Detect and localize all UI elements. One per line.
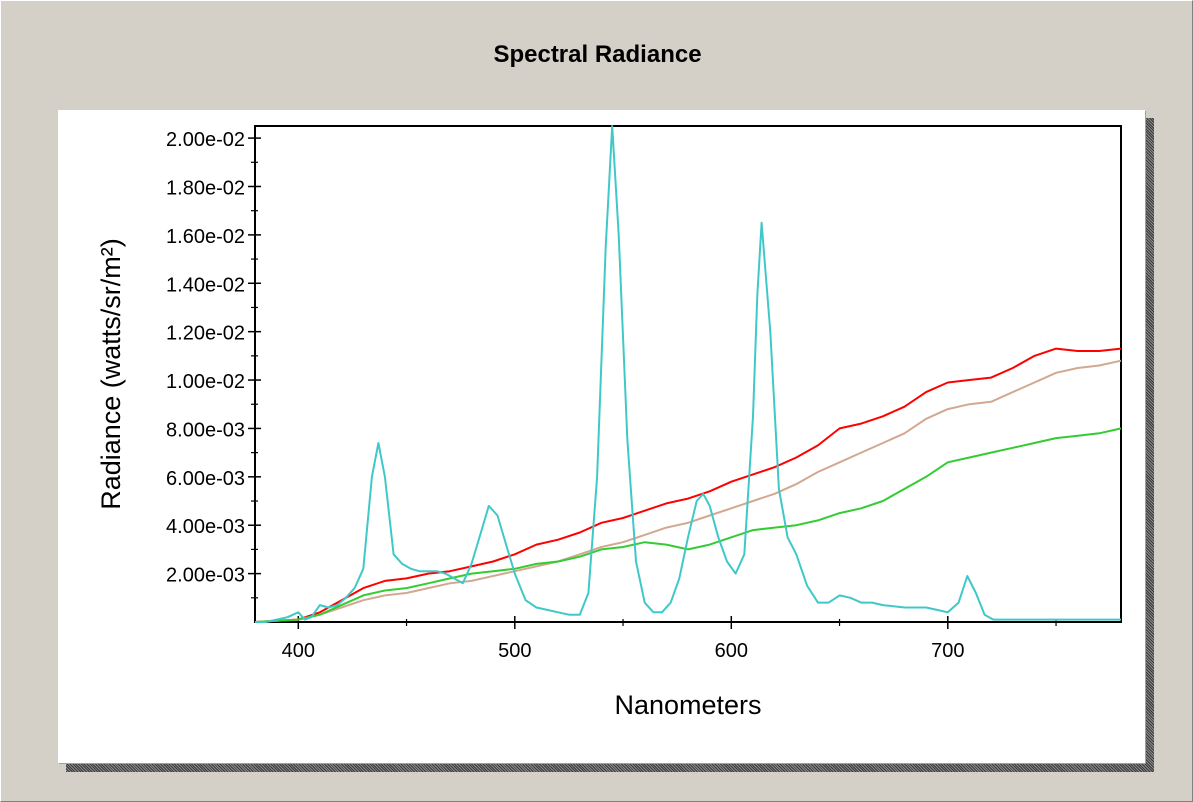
series-line-3 bbox=[254, 427, 1122, 623]
y-tick-label: 2.00e-02 bbox=[166, 129, 245, 151]
y-tick-label: 1.20e-02 bbox=[166, 323, 245, 345]
y-tick-label: 1.80e-02 bbox=[166, 177, 245, 199]
chart-title: Spectral Radiance bbox=[493, 41, 702, 68]
series-line-2 bbox=[254, 359, 1122, 623]
x-tick-label: 500 bbox=[498, 640, 531, 662]
y-tick-label: 8.00e-03 bbox=[166, 419, 245, 441]
x-tick-label: 600 bbox=[715, 640, 748, 662]
y-tick-label: 1.60e-02 bbox=[166, 226, 245, 248]
x-axis-label: Nanometers bbox=[614, 690, 761, 720]
x-tick-label: 400 bbox=[282, 640, 315, 662]
series-line-1 bbox=[254, 347, 1122, 623]
y-tick-label: 1.40e-02 bbox=[166, 274, 245, 296]
y-tick-label: 2.00e-03 bbox=[166, 565, 245, 587]
y-axis-label: Radiance (watts/sr/m²) bbox=[96, 238, 126, 510]
x-tick-label: 700 bbox=[931, 640, 964, 662]
y-tick-label: 1.00e-02 bbox=[166, 371, 245, 393]
chart-panel: 2.00e-03 4.00e-03 6.00e-03 8.00e-03 1.00e-02… bbox=[58, 110, 1146, 764]
plot-area bbox=[254, 125, 1122, 623]
spectral-radiance-chart: 2.00e-03 4.00e-03 6.00e-03 8.00e-03 1.00e-02… bbox=[96, 125, 1122, 720]
y-tick-label: 6.00e-03 bbox=[166, 468, 245, 490]
series-line-4 bbox=[255, 125, 1121, 623]
y-tick-label: 4.00e-03 bbox=[166, 516, 245, 538]
